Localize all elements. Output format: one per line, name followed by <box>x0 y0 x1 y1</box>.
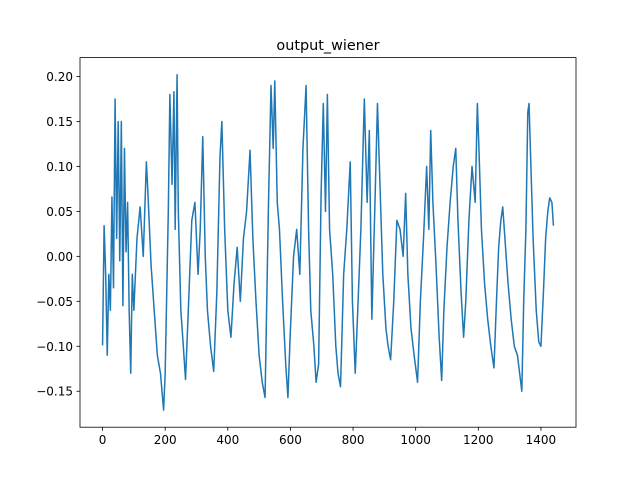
y-tick-label: 0.15 <box>46 115 73 129</box>
y-tick-label: −0.10 <box>36 340 73 354</box>
x-tick-label: 800 <box>342 433 365 447</box>
x-tick-label: 0 <box>99 433 107 447</box>
y-tick-label: −0.05 <box>36 295 73 309</box>
chart-title: output_wiener <box>276 38 379 54</box>
y-tick-label: 0.00 <box>46 250 73 264</box>
y-tick-label: 0.20 <box>46 70 73 84</box>
plot-frame <box>79 57 577 428</box>
x-tick-label: 1400 <box>526 433 557 447</box>
x-tick-label: 1200 <box>463 433 494 447</box>
x-tick-label: 400 <box>216 433 239 447</box>
y-tick-label: −0.15 <box>36 385 73 399</box>
y-tick-label: 0.10 <box>46 160 73 174</box>
x-tick-label: 1000 <box>400 433 431 447</box>
y-tick-label: 0.05 <box>46 205 73 219</box>
x-tick-label: 200 <box>154 433 177 447</box>
x-tick-label: 600 <box>279 433 302 447</box>
line-series <box>101 73 555 411</box>
